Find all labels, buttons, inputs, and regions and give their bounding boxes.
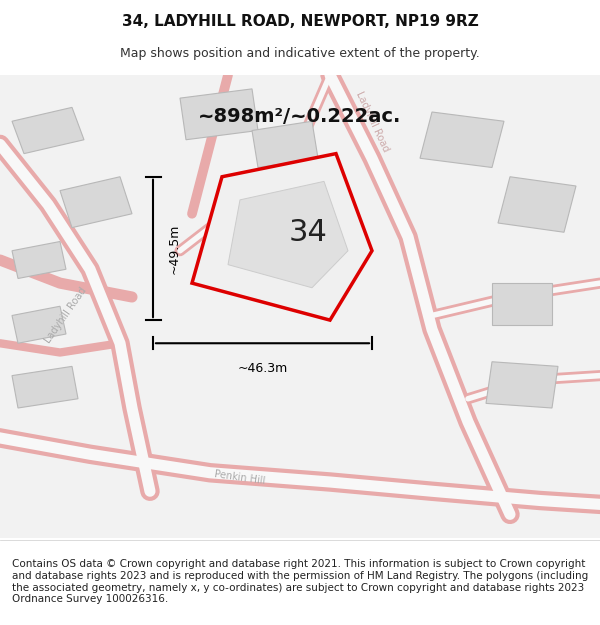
Polygon shape [12, 306, 66, 343]
Polygon shape [12, 366, 78, 408]
Text: ~46.3m: ~46.3m [238, 362, 287, 375]
Polygon shape [180, 89, 258, 140]
Polygon shape [60, 177, 132, 227]
Text: 34: 34 [289, 217, 328, 247]
Polygon shape [498, 177, 576, 232]
Polygon shape [228, 181, 348, 288]
Polygon shape [192, 154, 372, 320]
Text: Map shows position and indicative extent of the property.: Map shows position and indicative extent… [120, 48, 480, 61]
Text: ~898m²/~0.222ac.: ~898m²/~0.222ac. [199, 107, 401, 126]
Polygon shape [12, 241, 66, 279]
Text: 34, LADYHILL ROAD, NEWPORT, NP19 9RZ: 34, LADYHILL ROAD, NEWPORT, NP19 9RZ [122, 14, 478, 29]
Polygon shape [252, 121, 318, 168]
Text: Contains OS data © Crown copyright and database right 2021. This information is : Contains OS data © Crown copyright and d… [12, 559, 588, 604]
Text: Penkin Hill: Penkin Hill [214, 469, 266, 486]
Text: Ladyhill Road: Ladyhill Road [353, 89, 391, 153]
Polygon shape [492, 283, 552, 325]
Polygon shape [420, 112, 504, 168]
Text: ~49.5m: ~49.5m [168, 223, 181, 274]
Polygon shape [486, 362, 558, 408]
Text: Ladyhill Road: Ladyhill Road [43, 286, 89, 345]
Polygon shape [12, 107, 84, 154]
